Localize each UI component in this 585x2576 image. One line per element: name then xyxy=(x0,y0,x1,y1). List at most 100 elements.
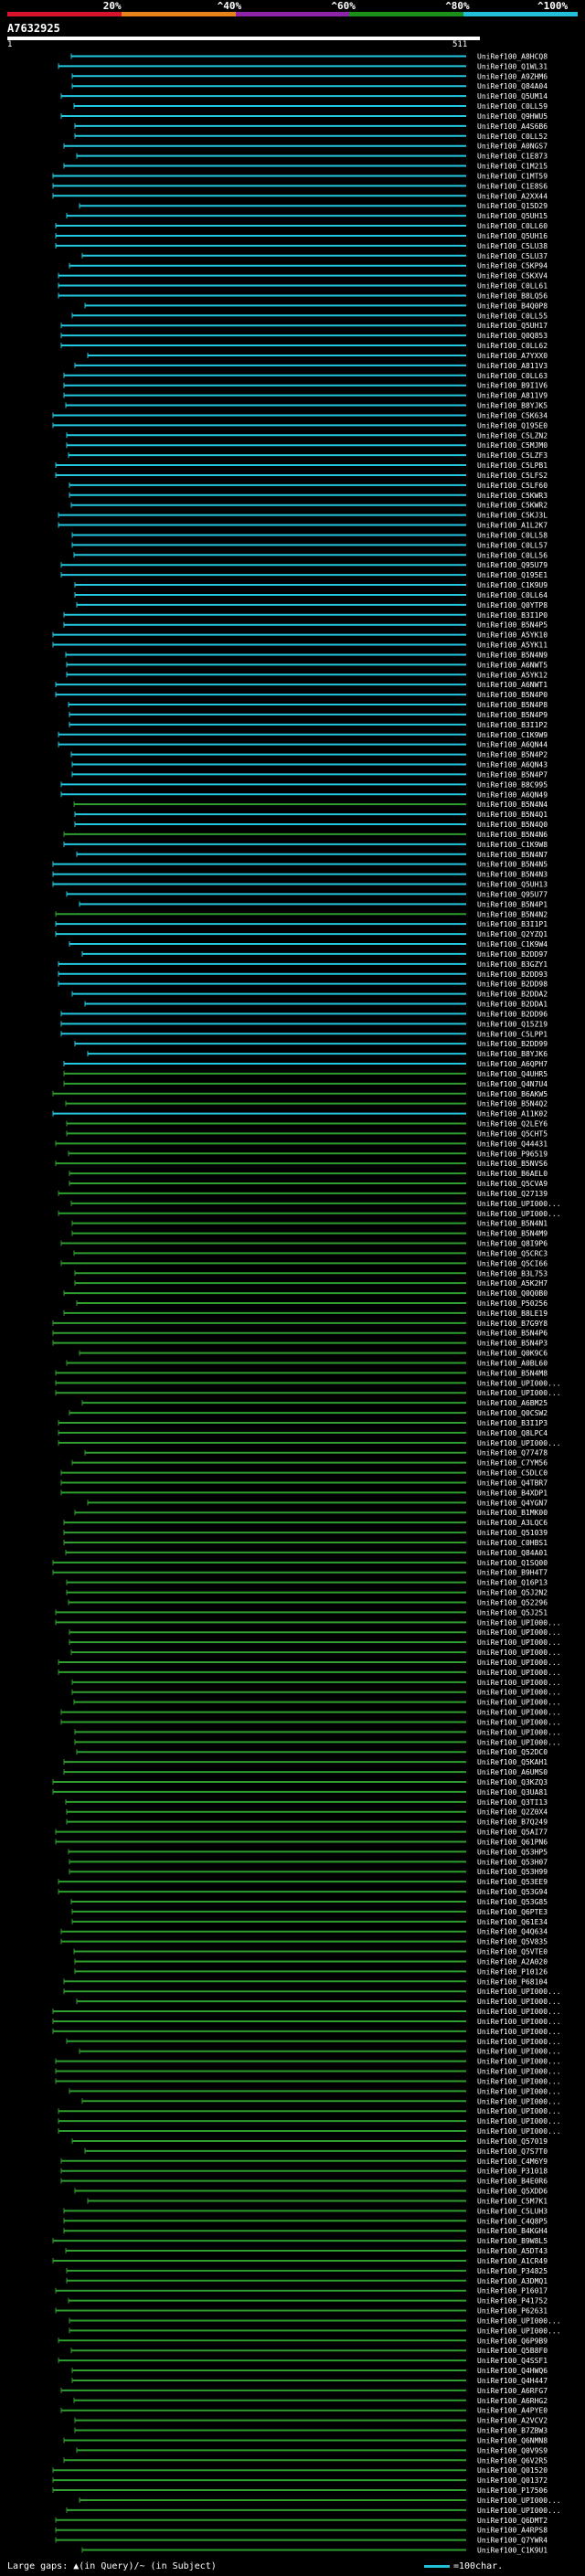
hit-label[interactable]: UniRef100_Q52296 xyxy=(477,1598,548,1606)
hit-label[interactable]: UniRef100_C7YM56 xyxy=(477,1459,548,1468)
hit-label[interactable]: UniRef100_Q1SQ00 xyxy=(477,1559,548,1567)
hit-label[interactable]: UniRef100_Q6NMN8 xyxy=(477,2436,548,2444)
hit-label[interactable]: UniRef100_Q53G94 xyxy=(477,1888,548,1896)
hit-label[interactable]: UniRef100_B5N4N3 xyxy=(477,871,548,879)
hit-label[interactable]: UniRef100_C0LL61 xyxy=(477,282,548,291)
hit-label[interactable]: UniRef100_P62631 xyxy=(477,2307,548,2316)
hit-label[interactable]: UniRef100_C5LUH3 xyxy=(477,2207,548,2215)
hit-label[interactable]: UniRef100_UPI000... xyxy=(477,2496,561,2505)
hit-label[interactable]: UniRef100_Q4TBR7 xyxy=(477,1479,548,1487)
hit-label[interactable]: UniRef100_B2DD93 xyxy=(477,970,548,979)
hit-label[interactable]: UniRef100_B5NVS6 xyxy=(477,1160,548,1168)
hit-label[interactable]: UniRef100_A4S6B6 xyxy=(477,122,548,131)
hit-label[interactable]: UniRef100_UPI000... xyxy=(477,1669,561,1677)
hit-label[interactable]: UniRef100_A2A020 xyxy=(477,1957,548,1966)
hit-label[interactable]: UniRef100_B2DD96 xyxy=(477,1010,548,1018)
hit-label[interactable]: UniRef100_Q53G85 xyxy=(477,1898,548,1906)
hit-label[interactable]: UniRef100_C5KWR3 xyxy=(477,492,548,500)
hit-label[interactable]: UniRef100_UPI000... xyxy=(477,1628,561,1637)
hit-label[interactable]: UniRef100_UPI000... xyxy=(477,2048,561,2056)
hit-label[interactable]: UniRef100_UPI000... xyxy=(477,1618,561,1627)
hit-label[interactable]: UniRef100_A3LQC6 xyxy=(477,1519,548,1527)
hit-label[interactable]: UniRef100_Q2Z0X4 xyxy=(477,1808,548,1817)
hit-label[interactable]: UniRef100_C1M215 xyxy=(477,163,548,171)
hit-label[interactable]: UniRef100_B5N4N4 xyxy=(477,800,548,809)
hit-label[interactable]: UniRef100_C5K634 xyxy=(477,411,548,419)
hit-label[interactable]: UniRef100_C5LFS2 xyxy=(477,472,548,480)
hit-label[interactable]: UniRef100_B4KGH4 xyxy=(477,2227,548,2235)
hit-label[interactable]: UniRef100_B5N4M9 xyxy=(477,1230,548,1238)
hit-label[interactable]: UniRef100_Q53HP5 xyxy=(477,1848,548,1856)
hit-label[interactable]: UniRef100_Q44431 xyxy=(477,1140,548,1148)
hit-label[interactable]: UniRef100_A1L2K7 xyxy=(477,522,548,530)
hit-label[interactable]: UniRef100_Q57019 xyxy=(477,2137,548,2146)
hit-label[interactable]: UniRef100_C5M7K1 xyxy=(477,2197,548,2205)
hit-label[interactable]: UniRef100_C5KXV4 xyxy=(477,272,548,281)
hit-label[interactable]: UniRef100_B9I1V6 xyxy=(477,382,548,390)
hit-label[interactable]: UniRef100_B5N4Q2 xyxy=(477,1100,548,1108)
hit-label[interactable]: UniRef100_C5KJ3L xyxy=(477,512,548,520)
hit-label[interactable]: UniRef100_Q01520 xyxy=(477,2466,548,2475)
hit-label[interactable]: UniRef100_Q5CRC3 xyxy=(477,1249,548,1257)
hit-label[interactable]: UniRef100_Q95U77 xyxy=(477,890,548,898)
hit-label[interactable]: UniRef100_B2DD98 xyxy=(477,981,548,989)
hit-label[interactable]: UniRef100_B5N4N9 xyxy=(477,651,548,659)
hit-label[interactable]: UniRef100_B6AEL0 xyxy=(477,1170,548,1178)
hit-label[interactable]: UniRef100_B5N4P0 xyxy=(477,691,548,699)
hit-label[interactable]: UniRef100_A7YXX0 xyxy=(477,352,548,360)
hit-label[interactable]: UniRef100_B5N4P5 xyxy=(477,621,548,630)
hit-label[interactable]: UniRef100_A6NWT1 xyxy=(477,681,548,689)
hit-label[interactable]: UniRef100_C1E873 xyxy=(477,153,548,161)
hit-label[interactable]: UniRef100_C0LL56 xyxy=(477,551,548,559)
hit-label[interactable]: UniRef100_B3GZY1 xyxy=(477,960,548,969)
hit-label[interactable]: UniRef100_B4Q0P8 xyxy=(477,302,548,310)
hit-label[interactable]: UniRef100_UPI000... xyxy=(477,1689,561,1697)
hit-label[interactable]: UniRef100_UPI000... xyxy=(477,2107,561,2115)
hit-label[interactable]: UniRef100_UPI000... xyxy=(477,2018,561,2026)
hit-label[interactable]: UniRef100_B3I1P2 xyxy=(477,721,548,729)
hit-label[interactable]: UniRef100_B5N4P8 xyxy=(477,701,548,709)
hit-label[interactable]: UniRef100_C0LL55 xyxy=(477,312,548,320)
hit-label[interactable]: UniRef100_A6BM25 xyxy=(477,1399,548,1407)
hit-label[interactable]: UniRef100_B5N4P3 xyxy=(477,1340,548,1348)
hit-label[interactable]: UniRef100_A5K2H7 xyxy=(477,1279,548,1288)
hit-label[interactable]: UniRef100_A6QN44 xyxy=(477,741,548,749)
hit-label[interactable]: UniRef100_UPI000... xyxy=(477,1718,561,1726)
hit-label[interactable]: UniRef100_P31018 xyxy=(477,2168,548,2176)
hit-label[interactable]: UniRef100_Q0Q853 xyxy=(477,332,548,340)
hit-label[interactable]: UniRef100_C5LF60 xyxy=(477,482,548,490)
hit-label[interactable]: UniRef100_Q4SSF1 xyxy=(477,2357,548,2365)
hit-label[interactable]: UniRef100_C0LL57 xyxy=(477,541,548,549)
hit-label[interactable]: UniRef100_Q5CI66 xyxy=(477,1259,548,1267)
hit-label[interactable]: UniRef100_C4Q8P5 xyxy=(477,2217,548,2225)
hit-label[interactable]: UniRef100_Q0CSW2 xyxy=(477,1409,548,1417)
hit-label[interactable]: UniRef100_A5YK12 xyxy=(477,671,548,679)
hit-label[interactable]: UniRef100_B7G9Y8 xyxy=(477,1320,548,1328)
hit-label[interactable]: UniRef100_B5N4N6 xyxy=(477,831,548,839)
hit-label[interactable]: UniRef100_Q2YZQ1 xyxy=(477,930,548,938)
hit-label[interactable]: UniRef100_B5N4N7 xyxy=(477,851,548,859)
hit-label[interactable]: UniRef100_Q5V835 xyxy=(477,1938,548,1946)
hit-label[interactable]: UniRef100_A0NGS7 xyxy=(477,143,548,151)
hit-label[interactable]: UniRef100_Q3TI13 xyxy=(477,1798,548,1807)
hit-label[interactable]: UniRef100_B5N4M8 xyxy=(477,1369,548,1377)
hit-label[interactable]: UniRef100_B3L753 xyxy=(477,1269,548,1277)
hit-label[interactable]: UniRef100_UPI000... xyxy=(477,1210,561,1218)
hit-label[interactable]: UniRef100_Q5J2N2 xyxy=(477,1589,548,1597)
hit-label[interactable]: UniRef100_UPI000... xyxy=(477,1439,561,1447)
hit-label[interactable]: UniRef100_A11K02 xyxy=(477,1110,548,1118)
hit-label[interactable]: UniRef100_B6AKW5 xyxy=(477,1090,548,1098)
hit-label[interactable]: UniRef100_Q5VTE0 xyxy=(477,1948,548,1956)
hit-label[interactable]: UniRef100_B5N4P9 xyxy=(477,711,548,719)
hit-label[interactable]: UniRef100_C5KP94 xyxy=(477,262,548,270)
hit-label[interactable]: UniRef100_A5YK10 xyxy=(477,631,548,640)
hit-label[interactable]: UniRef100_UPI000... xyxy=(477,1659,561,1667)
hit-label[interactable]: UniRef100_C1K9W8 xyxy=(477,841,548,849)
hit-label[interactable]: UniRef100_Q77478 xyxy=(477,1449,548,1458)
hit-label[interactable]: UniRef100_A6QPH7 xyxy=(477,1060,548,1068)
hit-label[interactable]: UniRef100_Q5J251 xyxy=(477,1608,548,1617)
hit-label[interactable]: UniRef100_A811V9 xyxy=(477,392,548,400)
hit-label[interactable]: UniRef100_B5N4Q1 xyxy=(477,811,548,819)
hit-label[interactable]: UniRef100_C1K9U9 xyxy=(477,581,548,589)
hit-label[interactable]: UniRef100_C0LL64 xyxy=(477,591,548,599)
